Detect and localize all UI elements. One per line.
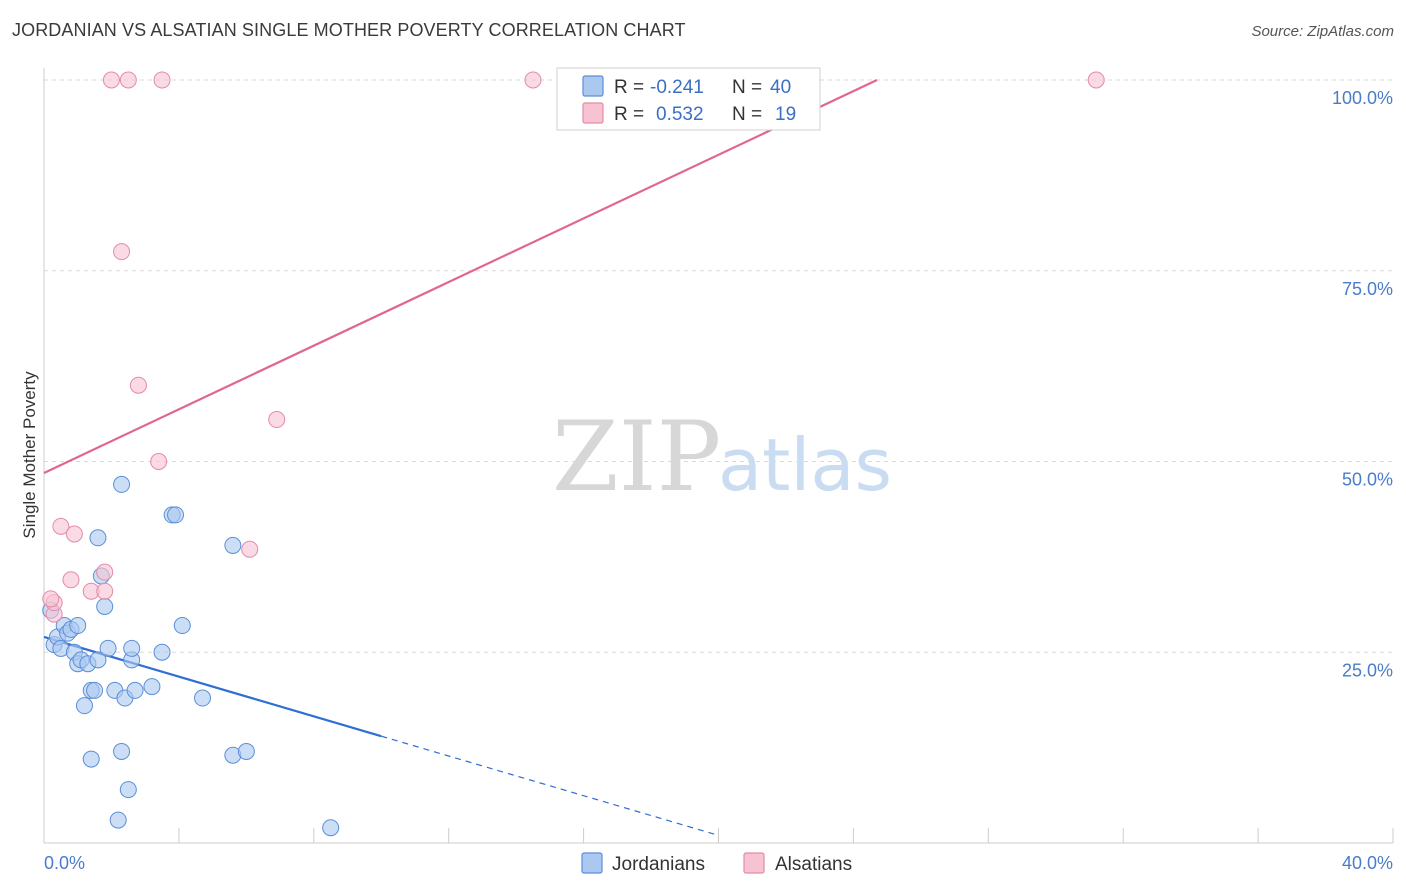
legend-n-value-2: 19 xyxy=(775,104,796,125)
point-jordanian-39 xyxy=(322,819,340,837)
point-jordanian-25 xyxy=(119,781,137,799)
legend-n-value-1: 40 xyxy=(770,77,791,98)
point-jordanian-38 xyxy=(237,742,255,760)
y-axis-label: Single Mother Poverty xyxy=(20,371,39,539)
point-alsatian-3 xyxy=(62,571,80,589)
point-jordanian-15 xyxy=(86,681,104,699)
legend: R = -0.241 N = 40 R = 0.532 N = 19 xyxy=(556,67,821,131)
point-jordanian-30 xyxy=(143,678,161,696)
point-alsatian-7 xyxy=(96,582,114,600)
point-alsatian-18 xyxy=(42,590,60,608)
point-jordanian-17 xyxy=(89,529,107,547)
point-jordanian-36 xyxy=(224,536,242,554)
point-alsatian-6 xyxy=(96,563,114,581)
point-jordanian-13 xyxy=(82,750,100,768)
point-jordanian-22 xyxy=(109,811,127,829)
tick-labels: 25.0% 50.0% 75.0% 100.0% 0.0% 40.0% xyxy=(44,88,1393,873)
point-alsatian-13 xyxy=(153,71,171,89)
point-jordanian-31 xyxy=(153,643,171,661)
point-jordanian-16 xyxy=(89,651,107,669)
legend-swatch-jordanians xyxy=(582,75,604,97)
trendline-alsatians xyxy=(43,79,878,474)
point-jordanian-23 xyxy=(113,742,131,760)
point-alsatian-16 xyxy=(524,71,542,89)
point-alsatian-15 xyxy=(268,411,286,429)
point-jordanian-9 xyxy=(69,617,87,635)
point-alsatian-2 xyxy=(52,517,70,535)
y-tick-label-3: 100.0% xyxy=(1332,88,1393,108)
point-alsatian-17 xyxy=(1087,71,1105,89)
x-tick-label-1: 40.0% xyxy=(1342,853,1393,873)
legend-r-label-2: R = xyxy=(614,104,644,125)
watermark-atlas: atlas xyxy=(718,423,892,507)
point-jordanian-35 xyxy=(194,689,212,707)
point-alsatian-10 xyxy=(119,71,137,89)
point-jordanian-11 xyxy=(75,697,93,715)
y-tick-label-2: 75.0% xyxy=(1342,279,1393,299)
point-jordanian-33 xyxy=(167,506,185,524)
legend-r-value-2: 0.532 xyxy=(656,104,704,125)
bottom-legend-alsatians: Alsatians xyxy=(775,854,852,875)
watermark: ZIP atlas xyxy=(552,401,892,513)
bottom-legend-swatch-jordanians xyxy=(581,852,603,874)
point-jordanian-19 xyxy=(96,597,114,615)
point-jordanian-28 xyxy=(126,681,144,699)
watermark-zip: ZIP xyxy=(552,401,721,513)
source-label: Source: ZipAtlas.com xyxy=(1251,23,1394,40)
axes xyxy=(43,68,1394,844)
bottom-legend: Jordanians Alsatians xyxy=(581,852,852,875)
point-jordanian-29 xyxy=(113,475,131,493)
legend-r-value-1: -0.241 xyxy=(650,77,704,98)
y-tick-label-1: 50.0% xyxy=(1342,470,1393,490)
legend-swatch-alsatians xyxy=(582,102,604,124)
y-tick-label-0: 25.0% xyxy=(1342,660,1393,680)
point-alsatian-11 xyxy=(129,376,147,394)
point-alsatian-12 xyxy=(150,453,168,470)
point-jordanian-27 xyxy=(123,639,141,657)
point-alsatian-9 xyxy=(113,243,131,261)
point-alsatian-8 xyxy=(102,71,120,89)
point-alsatian-4 xyxy=(65,525,83,543)
bottom-legend-jordanians: Jordanians xyxy=(612,854,705,875)
trendline-jordanians-extension xyxy=(381,735,719,836)
point-jordanian-20 xyxy=(99,639,117,657)
grid xyxy=(44,79,1393,653)
point-alsatian-14 xyxy=(241,540,259,558)
bottom-legend-swatch-alsatians xyxy=(743,852,765,874)
point-jordanian-34 xyxy=(173,617,191,635)
data-points xyxy=(42,71,1105,837)
legend-n-label-1: N = xyxy=(732,77,762,98)
x-tick-label-0: 0.0% xyxy=(44,853,85,873)
legend-n-label-2: N = xyxy=(732,104,762,125)
legend-r-label-1: R = xyxy=(614,77,644,98)
chart-title: JORDANIAN VS ALSATIAN SINGLE MOTHER POVE… xyxy=(12,20,686,40)
